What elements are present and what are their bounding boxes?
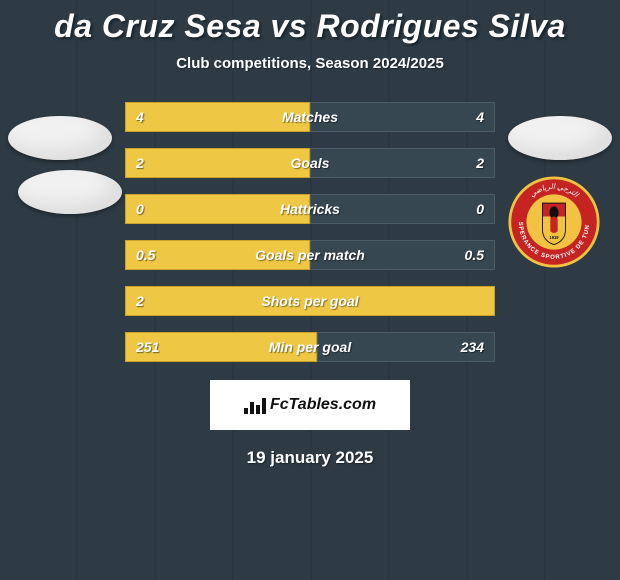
card-container: da Cruz Sesa vs Rodrigues Silva Club com…	[0, 0, 620, 468]
stat-right-value: 2	[476, 155, 484, 171]
stat-row: 2Shots per goal	[0, 286, 620, 316]
svg-text:1919: 1919	[549, 235, 559, 240]
stat-bar-wrap: 2Shots per goal	[125, 286, 495, 316]
stat-left-value: 4	[136, 109, 144, 125]
stat-left-bar: 0	[125, 194, 310, 224]
stat-right-bar: 0.5	[310, 240, 495, 270]
stat-left-bar: 251	[125, 332, 317, 362]
left-team-badge-placeholder-2	[18, 170, 122, 214]
stat-left-value: 0	[136, 201, 144, 217]
stat-left-value: 0.5	[136, 247, 155, 263]
stat-bar-wrap: 00Hattricks	[125, 194, 495, 224]
stat-left-bar: 4	[125, 102, 310, 132]
stat-right-value: 4	[476, 109, 484, 125]
stat-left-bar: 2	[125, 148, 310, 178]
stat-left-value: 251	[136, 339, 159, 355]
left-team-badge-placeholder	[8, 116, 112, 160]
stat-right-value: 234	[461, 339, 484, 355]
stat-row: 251234Min per goal	[0, 332, 620, 362]
stat-bar-wrap: 22Goals	[125, 148, 495, 178]
stat-left-value: 2	[136, 155, 144, 171]
right-team-badge-placeholder	[508, 116, 612, 160]
right-team-crest-icon: الترجي الرياضي ESPERANCE SPORTIVE DE TUN…	[508, 176, 600, 268]
branding-text: FcTables.com	[270, 396, 376, 414]
stat-right-value: 0	[476, 201, 484, 217]
stat-bar-wrap: 44Matches	[125, 102, 495, 132]
stat-left-bar: 2	[125, 286, 495, 316]
stat-left-bar: 0.5	[125, 240, 310, 270]
bars-icon	[244, 396, 266, 414]
stat-right-bar: 2	[310, 148, 495, 178]
stat-bar-wrap: 0.50.5Goals per match	[125, 240, 495, 270]
stat-right-bar: 234	[317, 332, 495, 362]
stat-bar-wrap: 251234Min per goal	[125, 332, 495, 362]
branding-box: FcTables.com	[210, 380, 410, 430]
comparison-title: da Cruz Sesa vs Rodrigues Silva	[0, 8, 620, 45]
snapshot-date: 19 january 2025	[0, 448, 620, 468]
stat-right-bar: 0	[310, 194, 495, 224]
stat-right-bar: 4	[310, 102, 495, 132]
stat-left-value: 2	[136, 293, 144, 309]
season-subtitle: Club competitions, Season 2024/2025	[0, 55, 620, 72]
stat-right-value: 0.5	[465, 247, 484, 263]
